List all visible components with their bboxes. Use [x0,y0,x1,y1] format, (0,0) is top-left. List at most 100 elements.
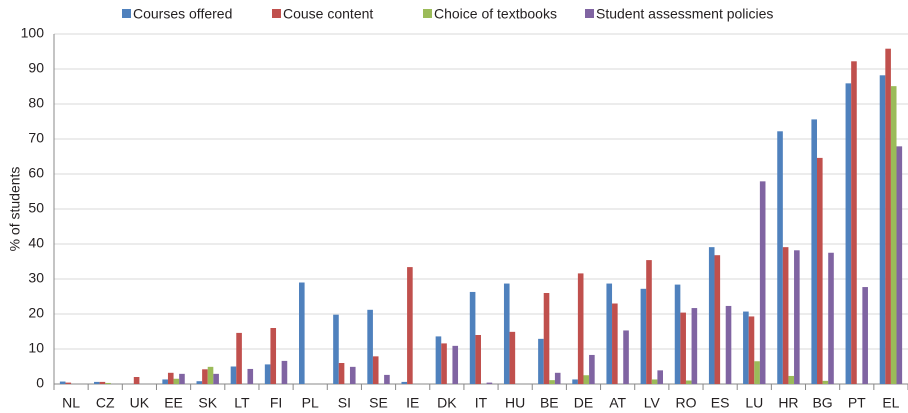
bar [572,379,578,384]
x-tick-label: LT [234,395,250,411]
x-tick-label: HU [505,395,525,411]
legend-swatch [122,9,131,18]
legend-label: Choice of textbooks [434,6,557,22]
bar [270,328,277,384]
y-tick-label: 50 [28,200,44,216]
legend-swatch [585,9,594,18]
y-tick-label: 80 [28,95,44,111]
bar [583,375,590,384]
x-tick-label: NL [62,395,80,411]
legend-label: Courses offered [133,6,232,22]
x-tick-label: HR [778,395,798,411]
bar [890,86,897,385]
bar [236,332,242,384]
x-tick-label: SE [369,395,388,411]
bar [435,336,442,384]
x-tick-label: EL [882,395,899,411]
bar [230,366,237,384]
bar [885,48,891,384]
bar [754,361,760,384]
x-tick-label: ES [711,395,730,411]
bar [577,273,584,384]
bar [59,381,66,384]
bar [612,303,618,384]
x-tick-label: AT [609,395,626,411]
bar [213,373,219,384]
x-tick-label: SK [198,395,217,411]
bar [674,284,681,384]
y-tick-label: 30 [28,270,44,286]
bar [207,366,214,384]
x-tick-label: RO [675,395,696,411]
x-tick-label: BG [812,395,832,411]
bar [105,382,111,384]
bar [822,380,829,384]
bar [338,363,345,384]
bar [173,378,180,384]
bar [538,338,544,384]
y-tick-label: 0 [36,375,44,391]
bar [549,380,555,384]
legend-label: Student assessment policies [596,6,773,22]
x-tick-label: LV [644,395,661,411]
bar [862,287,868,384]
bar [589,354,595,384]
bar [782,247,789,384]
bar [606,283,613,384]
bar [714,255,721,384]
y-tick-label: 90 [28,60,44,76]
bar [691,308,698,384]
y-tick-label: 40 [28,235,44,251]
bar [384,374,390,384]
x-tick-label: DE [574,395,593,411]
bar [777,131,783,384]
bar [99,381,106,384]
bar [349,366,356,384]
x-tick-label: DK [437,395,457,411]
bar [94,381,100,384]
x-tick-label: EE [164,395,183,411]
bar [196,381,203,384]
x-tick-label: BE [540,395,559,411]
bar [879,75,886,385]
y-tick-label: 70 [28,130,44,146]
bar [680,312,686,384]
bar [851,61,857,385]
x-tick-label: PL [302,395,319,411]
bar [708,247,715,384]
legend-label: Couse content [283,6,373,22]
bar [162,379,168,384]
bar [503,283,510,384]
bar [811,119,817,385]
bar [367,309,373,384]
x-tick-label: UK [130,395,150,411]
bar [817,157,823,384]
bar [486,382,493,384]
bar [794,250,800,384]
bar [441,343,447,384]
bar [401,381,408,384]
bar [554,372,561,384]
bar [333,314,339,384]
bar [743,311,749,384]
y-tick-label: 100 [21,25,45,41]
bar [651,379,658,384]
bar [247,368,254,384]
bar [202,369,208,384]
y-tick-label: 10 [28,340,44,356]
bar [759,181,766,384]
x-tick-label: SI [338,395,351,411]
y-tick-label: 20 [28,305,44,321]
bar [788,375,795,384]
bar [646,260,652,384]
x-tick-label: IT [475,395,488,411]
bar [685,380,692,384]
bar [167,372,174,384]
bar [264,364,271,384]
bar [65,382,72,384]
y-axis-label: % of students [7,167,23,252]
bar [845,83,852,384]
bar [407,267,413,384]
bar [452,345,459,384]
